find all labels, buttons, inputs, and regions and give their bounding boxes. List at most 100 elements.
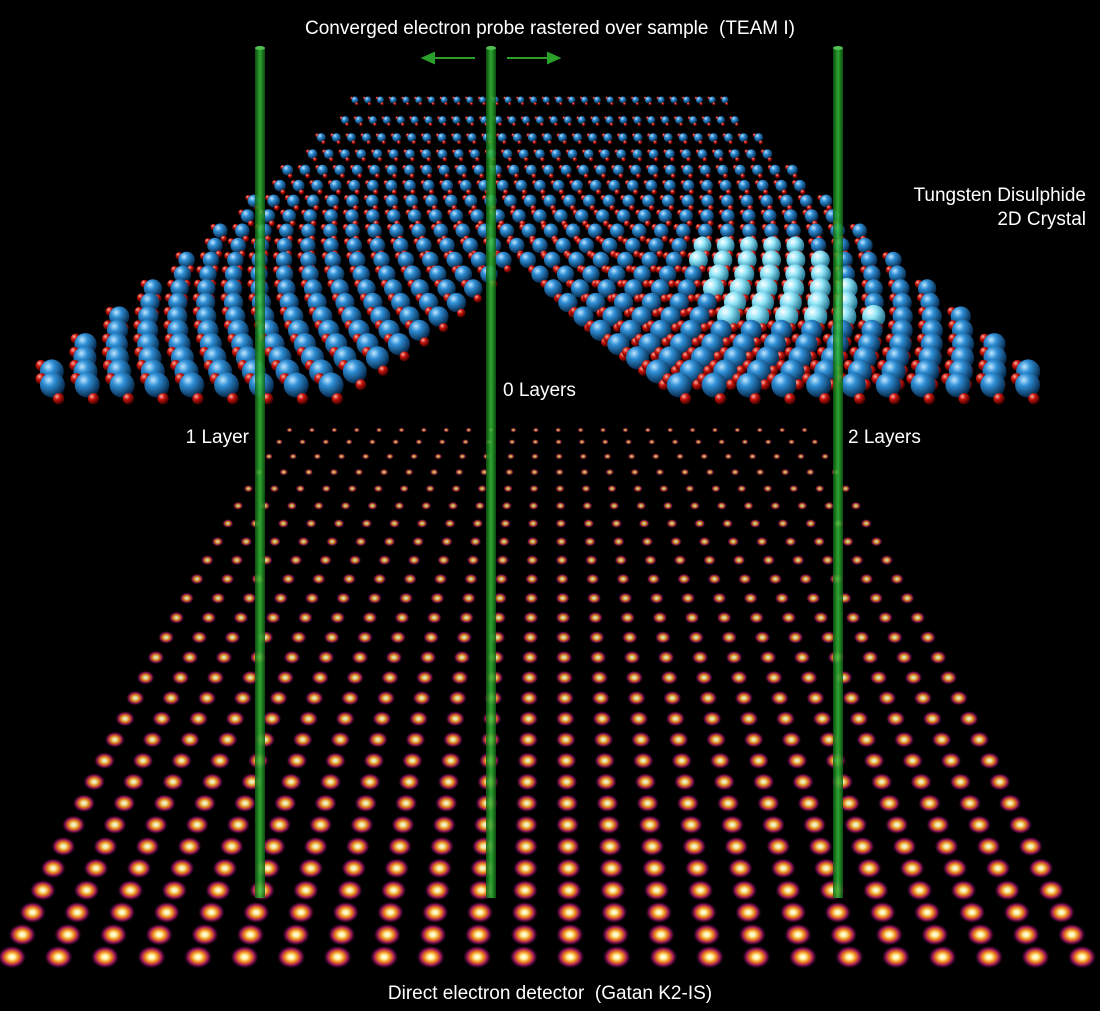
diffraction-spot xyxy=(766,836,791,857)
sulphur-atom xyxy=(566,173,572,179)
diffraction-spot xyxy=(385,453,394,460)
diffraction-spot xyxy=(614,554,628,566)
diffraction-spot xyxy=(347,484,358,493)
diffraction-spot xyxy=(170,752,193,770)
sulphur-atom xyxy=(293,205,300,211)
tungsten-atom xyxy=(502,149,513,160)
tungsten-atom xyxy=(283,372,309,398)
diffraction-spot xyxy=(868,592,884,605)
tungsten-atom xyxy=(670,96,678,104)
sulphur-atom xyxy=(410,189,416,195)
diffraction-spot xyxy=(599,879,626,901)
tungsten-atom xyxy=(568,251,585,269)
tungsten-atom xyxy=(769,164,781,176)
diffraction-spot xyxy=(950,879,977,901)
diffraction-spot xyxy=(555,772,578,791)
diffraction-spot xyxy=(608,501,620,510)
diffraction-spot xyxy=(433,573,448,585)
tungsten-atom xyxy=(698,223,713,239)
tungsten-atom xyxy=(762,149,773,160)
diffraction-spot xyxy=(654,630,672,644)
sulphur-atom xyxy=(589,205,596,211)
diffraction-spot xyxy=(1038,879,1065,901)
tungsten-atom xyxy=(771,372,797,398)
sulphur-atom xyxy=(387,122,391,127)
diffraction-spot xyxy=(824,901,852,924)
diffraction-spot xyxy=(764,670,783,685)
diffraction-spot xyxy=(372,573,387,585)
tungsten-atom xyxy=(697,149,708,160)
diffraction-spot xyxy=(877,690,897,706)
diffraction-spot xyxy=(671,439,679,445)
diffraction-spot xyxy=(471,518,484,528)
sulphur-atom xyxy=(763,189,769,195)
diffraction-spot xyxy=(779,901,807,924)
diffraction-spot xyxy=(520,670,539,685)
tungsten-atom xyxy=(653,223,669,239)
diffraction-spot xyxy=(759,650,777,665)
diffraction-spot xyxy=(764,439,772,445)
diffraction-spot xyxy=(829,923,858,946)
tungsten-atom xyxy=(441,179,454,192)
diffraction-spot xyxy=(136,670,155,685)
sulphur-atom xyxy=(668,205,675,211)
sulphur-atom xyxy=(514,173,520,179)
diffraction-spot xyxy=(716,611,732,624)
diffraction-spot xyxy=(788,484,799,493)
tungsten-atom xyxy=(464,194,478,208)
sulphur-atom xyxy=(157,393,169,405)
diffraction-spot xyxy=(775,710,796,727)
tungsten-atom xyxy=(479,96,487,104)
tungsten-atom xyxy=(551,149,562,160)
diffraction-spot xyxy=(206,670,225,685)
diffraction-spot xyxy=(781,731,802,748)
tungsten-atom xyxy=(563,116,572,125)
diffraction-spot xyxy=(360,518,373,528)
diffraction-spot xyxy=(151,710,172,727)
diffraction-spot xyxy=(224,630,241,644)
sulphur-atom xyxy=(686,157,691,162)
diffraction-spot xyxy=(643,879,670,901)
diffraction-spot xyxy=(407,554,421,566)
tungsten-atom xyxy=(701,194,715,208)
diffraction-spot xyxy=(583,536,597,547)
diffraction-spot xyxy=(117,879,144,901)
sulphur-atom xyxy=(510,205,517,211)
sulphur-atom xyxy=(610,102,614,106)
tungsten-atom xyxy=(665,149,675,160)
diffraction-spot xyxy=(83,772,106,791)
diffraction-spot xyxy=(853,630,870,644)
diffraction-spot xyxy=(877,611,894,624)
diffraction-spot xyxy=(920,923,949,946)
sulphur-atom xyxy=(329,157,334,162)
tungsten-atom xyxy=(595,164,607,176)
diffraction-spot xyxy=(145,923,174,946)
diffraction-spot xyxy=(806,690,825,706)
diffraction-spot xyxy=(780,468,790,476)
tungsten-atom xyxy=(632,149,643,160)
sulphur-atom xyxy=(227,393,239,405)
diffraction-spot xyxy=(662,501,674,510)
tungsten-atom xyxy=(597,279,616,298)
tungsten-atom xyxy=(786,223,801,239)
sulphur-atom xyxy=(559,102,563,106)
tungsten-atom xyxy=(734,164,746,176)
diffraction-spot xyxy=(756,427,763,433)
tungsten-atom xyxy=(495,251,512,269)
diffraction-spot xyxy=(694,518,706,528)
sulphur-atom xyxy=(614,189,620,195)
diffraction-spot xyxy=(394,501,405,510)
tungsten-atom xyxy=(543,194,557,208)
sulphur-atom xyxy=(583,173,589,179)
diffraction-spot xyxy=(681,836,707,857)
diffraction-spot xyxy=(707,573,722,585)
tungsten-atom xyxy=(429,265,447,283)
tungsten-atom xyxy=(282,209,297,223)
diffraction-spot xyxy=(985,858,1011,879)
tungsten-atom xyxy=(658,265,677,283)
diffraction-spot xyxy=(340,690,360,706)
sulphur-atom xyxy=(359,122,363,127)
tungsten-atom xyxy=(552,179,565,192)
diffraction-spot xyxy=(443,427,450,433)
tungsten-atom xyxy=(422,133,432,143)
